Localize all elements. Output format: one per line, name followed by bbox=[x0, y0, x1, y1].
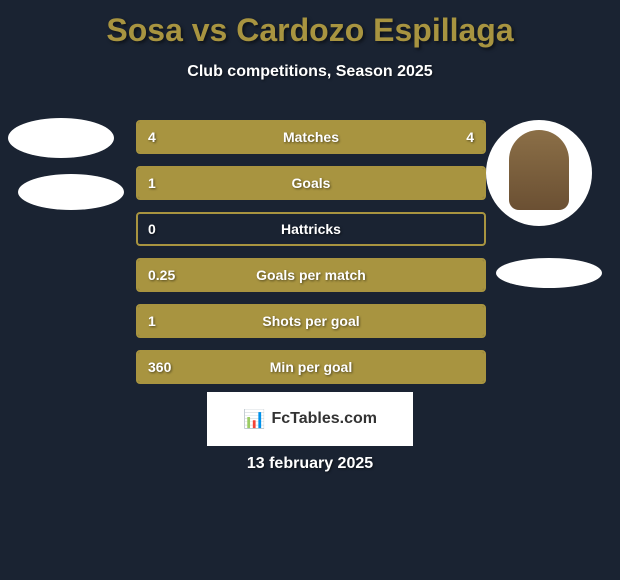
player-left-avatar-2 bbox=[18, 174, 124, 210]
stat-row-hattricks: 0 Hattricks bbox=[136, 212, 486, 246]
logo-box: 📊 FcTables.com bbox=[207, 392, 413, 446]
stat-label: Goals bbox=[292, 175, 331, 191]
player-right-avatar-2 bbox=[496, 258, 602, 288]
stat-value-right: 4 bbox=[466, 129, 474, 145]
stat-value-left: 0.25 bbox=[148, 267, 175, 283]
player-right-avatar bbox=[486, 120, 592, 226]
stats-container: 4 Matches 4 1 Goals 0 Hattricks 0.25 Goa… bbox=[136, 120, 486, 396]
stat-label: Goals per match bbox=[256, 267, 366, 283]
player-left-avatar-1 bbox=[8, 118, 114, 158]
stat-row-matches: 4 Matches 4 bbox=[136, 120, 486, 154]
stat-value-left: 4 bbox=[148, 129, 156, 145]
stat-label: Hattricks bbox=[281, 221, 341, 237]
logo-text: FcTables.com bbox=[271, 410, 377, 428]
stat-value-left: 1 bbox=[148, 175, 156, 191]
stat-label: Min per goal bbox=[270, 359, 352, 375]
comparison-title: Sosa vs Cardozo Espillaga bbox=[0, 0, 620, 49]
stat-row-goals-per-match: 0.25 Goals per match bbox=[136, 258, 486, 292]
chart-icon: 📊 bbox=[243, 409, 265, 430]
stat-row-goals: 1 Goals bbox=[136, 166, 486, 200]
stat-row-shots-per-goal: 1 Shots per goal bbox=[136, 304, 486, 338]
stat-value-left: 0 bbox=[148, 221, 156, 237]
stat-value-left: 360 bbox=[148, 359, 171, 375]
stat-label: Matches bbox=[283, 129, 339, 145]
comparison-subtitle: Club competitions, Season 2025 bbox=[0, 63, 620, 81]
date-text: 13 february 2025 bbox=[247, 455, 373, 473]
stat-row-min-per-goal: 360 Min per goal bbox=[136, 350, 486, 384]
stat-value-left: 1 bbox=[148, 313, 156, 329]
stat-label: Shots per goal bbox=[262, 313, 359, 329]
